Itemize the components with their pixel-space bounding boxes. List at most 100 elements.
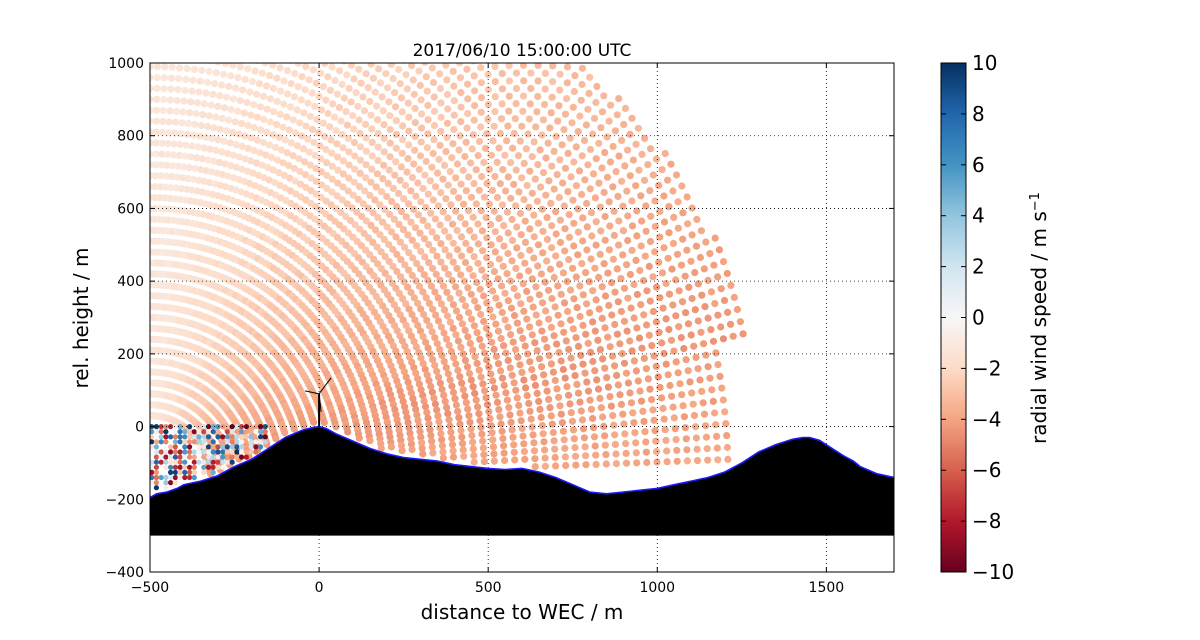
scan-point <box>617 275 625 283</box>
scan-point <box>153 485 159 491</box>
scan-point <box>484 86 492 94</box>
scan-point <box>443 133 451 142</box>
scan-point <box>474 152 482 160</box>
scan-point <box>328 162 336 170</box>
scan-point <box>182 469 188 475</box>
scan-point <box>191 469 197 475</box>
scan-point <box>351 221 359 229</box>
scan-point <box>637 397 646 405</box>
scan-point <box>220 454 226 460</box>
scan-point <box>205 67 213 76</box>
scan-point <box>556 238 565 247</box>
scan-point <box>368 152 376 160</box>
scan-point <box>270 84 278 93</box>
scan-point <box>177 429 183 435</box>
scan-point <box>554 117 562 125</box>
scan-point <box>168 63 176 71</box>
scan-point <box>456 213 465 222</box>
scan-point <box>430 394 438 402</box>
scan-point <box>178 119 186 127</box>
scan-point <box>646 237 655 246</box>
scan-point <box>252 159 261 167</box>
scan-point <box>437 300 445 308</box>
scan-point <box>569 325 577 333</box>
scan-point <box>375 65 383 73</box>
scan-point <box>536 146 544 154</box>
scan-point <box>658 269 667 277</box>
scan-point <box>504 122 512 130</box>
scan-point <box>736 318 745 326</box>
scan-point <box>369 238 377 246</box>
scan-point <box>367 63 375 68</box>
scan-point <box>656 233 664 241</box>
scan-point <box>647 212 655 220</box>
scan-point <box>664 254 672 262</box>
scan-point <box>397 94 406 102</box>
scan-point <box>463 124 471 132</box>
scan-point <box>408 445 416 454</box>
scan-point <box>673 446 681 454</box>
scan-point <box>522 145 530 153</box>
scan-point <box>542 191 550 199</box>
scan-point <box>215 454 221 460</box>
scan-point <box>210 424 216 430</box>
scan-point <box>439 454 447 462</box>
scan-point <box>506 411 514 419</box>
scan-point <box>574 251 582 259</box>
scan-point <box>507 194 515 202</box>
scan-point <box>287 103 295 111</box>
scan-point <box>720 296 729 305</box>
scan-point <box>344 187 352 195</box>
scan-point <box>548 244 556 252</box>
scan-point <box>224 429 230 435</box>
scan-point <box>372 183 380 191</box>
scan-point <box>306 53 313 60</box>
scan-point <box>210 469 216 475</box>
scan-point <box>395 220 403 228</box>
scan-point <box>172 449 178 455</box>
scan-point <box>535 355 544 363</box>
scan-point <box>476 416 484 425</box>
scan-point <box>153 429 159 435</box>
scan-point <box>434 294 442 302</box>
scan-point <box>633 324 641 332</box>
scan-point <box>656 294 664 302</box>
scan-point <box>470 233 478 241</box>
scan-point <box>714 456 722 464</box>
scan-point <box>683 193 691 201</box>
scan-point <box>707 288 716 296</box>
scan-point <box>528 153 536 161</box>
scan-point <box>528 275 536 283</box>
scan-point <box>632 449 640 457</box>
scan-point <box>592 296 600 304</box>
scan-point <box>433 340 441 348</box>
scan-point <box>455 146 463 154</box>
scan-point <box>602 460 610 468</box>
scan-point <box>645 331 653 339</box>
scan-point <box>532 311 540 319</box>
scan-point <box>488 429 496 437</box>
scan-point <box>227 162 235 170</box>
scan-point <box>520 77 528 85</box>
scan-point <box>412 277 420 285</box>
scan-point <box>589 130 597 138</box>
scan-point <box>456 373 464 381</box>
scan-point <box>510 129 518 138</box>
scan-point <box>528 189 536 197</box>
scan-point <box>362 70 370 78</box>
scan-point <box>356 169 364 177</box>
scan-point <box>483 356 491 364</box>
scan-point <box>481 387 489 395</box>
scan-point <box>651 223 659 231</box>
scan-point <box>368 138 376 146</box>
scan-point <box>212 113 220 121</box>
scan-point <box>544 286 553 294</box>
x-tick-label: 1000 <box>639 580 675 596</box>
scan-point <box>442 148 450 156</box>
scan-point <box>386 210 394 218</box>
scan-point <box>150 480 155 486</box>
scan-point <box>454 407 462 415</box>
scan-point <box>504 323 512 331</box>
scan-point <box>229 63 237 69</box>
